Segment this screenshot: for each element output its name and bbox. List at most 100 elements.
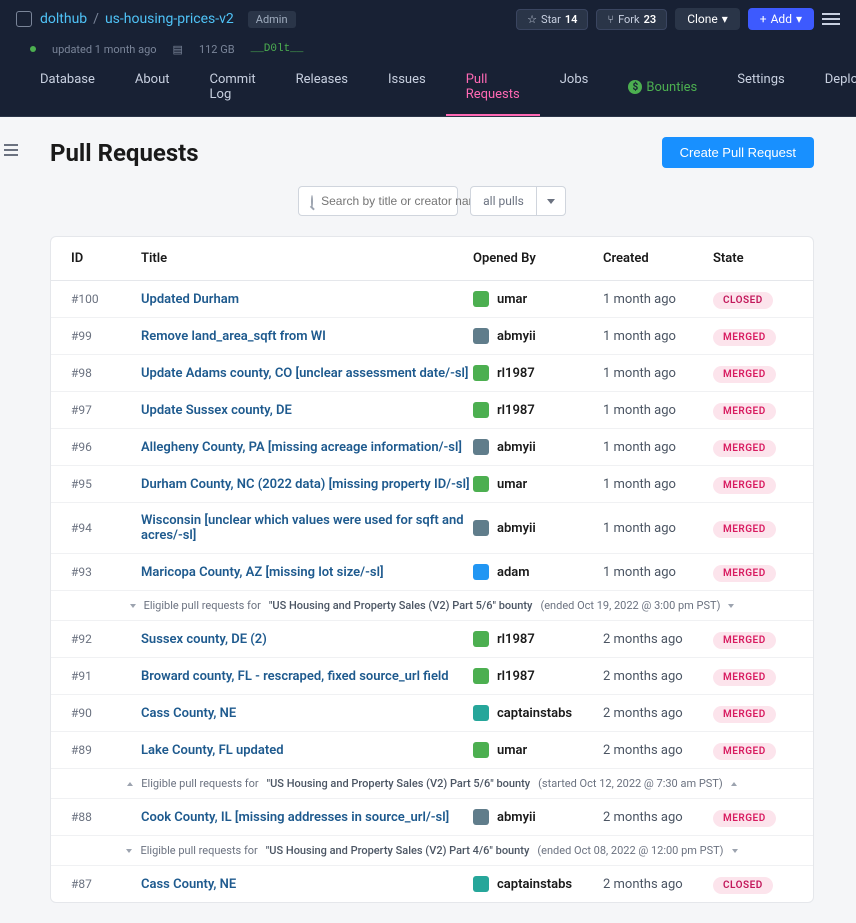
pr-title-link[interactable]: Remove land_area_sqft from WI	[141, 329, 473, 344]
status-dot-icon	[30, 46, 36, 52]
avatar	[473, 365, 489, 381]
clone-button[interactable]: Clone ▾	[675, 8, 740, 30]
bounty-divider[interactable]: Eligible pull requests for"US Housing an…	[51, 769, 813, 799]
clone-label: Clone	[687, 12, 718, 26]
nav-database[interactable]: Database	[20, 60, 115, 116]
nav-about[interactable]: About	[115, 60, 190, 116]
pr-id: #88	[71, 810, 141, 824]
search-icon	[311, 195, 313, 208]
pr-title-link[interactable]: Sussex county, DE (2)	[141, 632, 473, 647]
bounty-prefix: Eligible pull requests for	[144, 599, 261, 612]
bounty-divider[interactable]: Eligible pull requests for"US Housing an…	[51, 836, 813, 866]
pr-id: #91	[71, 669, 141, 683]
table-head: ID Title Opened By Created State	[51, 237, 813, 281]
pr-created: 2 months ago	[603, 810, 713, 825]
nav-issues[interactable]: Issues	[368, 60, 446, 116]
pr-title-link[interactable]: Broward county, FL - rescraped, fixed so…	[141, 669, 473, 684]
pr-title-link[interactable]: Update Sussex county, DE	[141, 403, 473, 418]
pr-created: 1 month ago	[603, 521, 713, 536]
user-cell[interactable]: abmyii	[473, 809, 603, 825]
table-row: #97Update Sussex county, DErl19871 month…	[51, 392, 813, 429]
pr-id: #89	[71, 743, 141, 757]
user-name: abmyii	[497, 440, 536, 455]
chevron-icon	[728, 604, 734, 608]
admin-badge: Admin	[248, 11, 296, 28]
pr-title-link[interactable]: Cass County, NE	[141, 706, 473, 721]
nav-releases[interactable]: Releases	[276, 60, 368, 116]
nav-commit-log[interactable]: Commit Log	[190, 60, 276, 116]
size-text: 112 GB	[199, 43, 235, 56]
pr-title-link[interactable]: Wisconsin [unclear which values were use…	[141, 513, 473, 543]
hamburger-icon[interactable]	[822, 13, 840, 25]
fork-button[interactable]: ⑂ Fork 23	[596, 9, 667, 30]
topbar: dolthub / us-housing-prices-v2 Admin ☆ S…	[0, 0, 856, 38]
page-header: Pull Requests Create Pull Request	[50, 137, 814, 168]
pr-id: #90	[71, 706, 141, 720]
user-cell[interactable]: rl1987	[473, 631, 603, 647]
avatar	[473, 809, 489, 825]
hamburger-icon	[4, 144, 18, 156]
state-badge: MERGED	[713, 669, 776, 686]
user-cell[interactable]: abmyii	[473, 439, 603, 455]
user-cell[interactable]: rl1987	[473, 402, 603, 418]
pr-title-link[interactable]: Updated Durham	[141, 292, 473, 307]
user-cell[interactable]: rl1987	[473, 365, 603, 381]
user-cell[interactable]: captainstabs	[473, 705, 603, 721]
pr-created: 1 month ago	[603, 565, 713, 580]
pr-title-link[interactable]: Allegheny County, PA [missing acreage in…	[141, 440, 473, 455]
avatar	[473, 876, 489, 892]
nav-jobs[interactable]: Jobs	[540, 60, 609, 116]
pr-created: 1 month ago	[603, 440, 713, 455]
state-badge: MERGED	[713, 477, 776, 494]
chevron-icon	[731, 782, 737, 786]
pr-title-link[interactable]: Update Adams county, CO [unclear assessm…	[141, 366, 473, 381]
filter-dropdown[interactable]: all pulls	[470, 186, 566, 216]
nav-bounties[interactable]: $ Bounties	[608, 60, 717, 116]
updated-text: updated 1 month ago	[52, 43, 157, 56]
user-cell[interactable]: abmyii	[473, 328, 603, 344]
add-label: Add	[771, 12, 792, 26]
main: Pull Requests Create Pull Request all pu…	[22, 117, 842, 923]
pr-id: #100	[71, 292, 141, 306]
state-badge: CLOSED	[713, 877, 773, 894]
user-cell[interactable]: adam	[473, 564, 603, 580]
nav-settings[interactable]: Settings	[717, 60, 804, 116]
dollar-icon: $	[628, 80, 642, 94]
fork-label: Fork	[618, 13, 640, 26]
star-button[interactable]: ☆ Star 14	[516, 9, 588, 30]
user-cell[interactable]: umar	[473, 291, 603, 307]
search-input[interactable]	[321, 194, 476, 208]
pr-title-link[interactable]: Cook County, IL [missing addresses in so…	[141, 810, 473, 825]
nav-deploy[interactable]: Deploy	[805, 60, 856, 116]
user-name: abmyii	[497, 329, 536, 344]
state-badge: MERGED	[713, 329, 776, 346]
col-title: Title	[141, 251, 473, 266]
pr-title-link[interactable]: Cass County, NE	[141, 877, 473, 892]
pr-created: 2 months ago	[603, 632, 713, 647]
pr-title-link[interactable]: Durham County, NC (2022 data) [missing p…	[141, 477, 473, 492]
pr-id: #92	[71, 632, 141, 646]
search-box[interactable]	[298, 186, 458, 216]
bounty-prefix: Eligible pull requests for	[141, 777, 258, 790]
avatar	[473, 476, 489, 492]
user-cell[interactable]: rl1987	[473, 668, 603, 684]
col-created: Created	[603, 251, 713, 266]
user-cell[interactable]: umar	[473, 476, 603, 492]
add-button[interactable]: + Add ▾	[748, 8, 814, 30]
user-cell[interactable]: umar	[473, 742, 603, 758]
breadcrumb-repo[interactable]: us-housing-prices-v2	[105, 11, 234, 27]
bounty-divider[interactable]: Eligible pull requests for"US Housing an…	[51, 591, 813, 621]
state-badge: MERGED	[713, 403, 776, 420]
pr-title-link[interactable]: Maricopa County, AZ [missing lot size/-s…	[141, 565, 473, 580]
user-cell[interactable]: abmyii	[473, 520, 603, 536]
breadcrumb-owner[interactable]: dolthub	[40, 11, 87, 27]
create-pr-button[interactable]: Create Pull Request	[662, 137, 814, 168]
user-name: rl1987	[497, 403, 535, 418]
sidebar-toggle[interactable]	[0, 117, 22, 923]
pr-title-link[interactable]: Lake County, FL updated	[141, 743, 473, 758]
state-badge: MERGED	[713, 565, 776, 582]
user-cell[interactable]: captainstabs	[473, 876, 603, 892]
nav-pull-requests[interactable]: Pull Requests	[446, 60, 540, 116]
chevron-icon	[127, 782, 133, 786]
fork-icon: ⑂	[607, 13, 614, 26]
